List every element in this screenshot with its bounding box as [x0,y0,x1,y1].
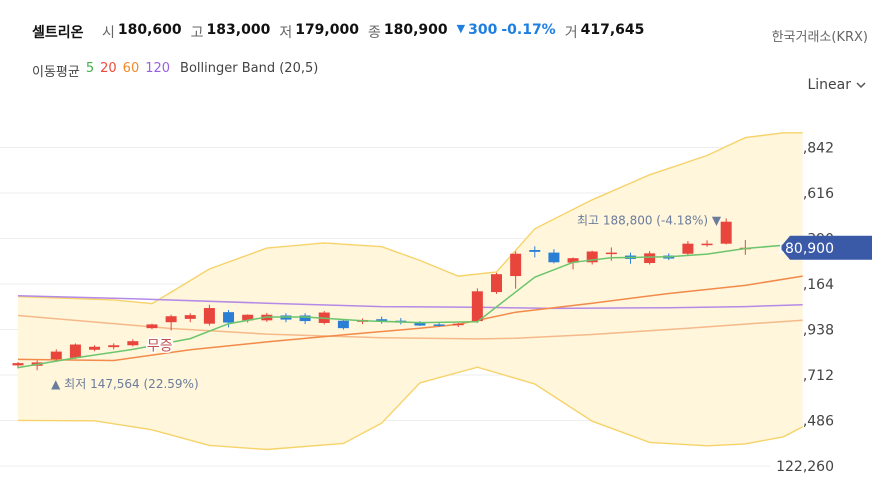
candle-body [108,345,120,348]
candle-body [127,341,139,346]
candle-body [471,291,483,322]
candle-body [337,320,349,329]
candle-body [223,312,235,323]
candle-body [376,319,388,322]
bollinger-band-fill [18,132,803,450]
candle-body [89,346,101,350]
low-value: 179,000 [295,22,359,38]
ma120-legend[interactable]: 120 [145,61,171,76]
y-tick-label: 122,260 [776,459,834,475]
candle-body [529,249,541,252]
open-label: 시 [102,25,115,41]
candle-body [433,324,445,326]
bollinger-legend[interactable]: Bollinger Band (20,5) [180,61,319,76]
high-annotation: 최고 188,800 (-4.18%) ▼ [577,213,722,227]
change-percent: -0.17% [501,22,556,38]
candle-body [586,251,598,263]
stock-header: 셀트리온 시 180,600 고 183,000 저 179,000 종 180… [0,22,872,45]
current-price-label: 180,900 [776,241,834,257]
candle-body [414,322,426,326]
ohlc-summary: 시 180,600 고 183,000 저 179,000 종 180,900 … [102,22,653,42]
ma5-line [17,244,803,369]
candle-body [452,323,464,326]
candle-body [50,351,62,360]
candle-body [605,252,617,255]
bollinger-lower-line [17,366,804,451]
low-label: 저 [279,25,293,41]
ma60-legend[interactable]: 60 [122,61,140,76]
change-value: 300 [468,22,498,38]
candle-body [184,315,196,319]
candle-body [165,316,177,323]
scale-label: Linear [807,77,851,93]
candle-body [242,314,254,321]
candle-body [12,363,24,366]
candle-body [548,252,560,263]
stock-name: 셀트리온 [32,25,84,41]
bollinger-upper-line [17,132,803,305]
indicator-legend: 이동평균 5 20 60 120 Bollinger Band (20,5) [32,61,318,80]
volume-label: 거 [564,25,578,41]
down-arrow-icon: ▼ [456,22,466,35]
close-label: 종 [367,25,381,41]
volume-value: 417,645 [580,22,645,38]
ma20-legend[interactable]: 20 [100,61,117,76]
ma5-legend[interactable]: 5 [85,61,95,76]
high-value: 183,000 [206,22,271,38]
candle-body [720,221,732,244]
scale-dropdown[interactable]: Linear [807,77,866,93]
current-price-tag [780,235,872,260]
candle-body [682,243,694,254]
candle-body [567,258,579,263]
ma60-line [17,314,803,340]
event-label: 무증 [147,338,173,354]
open-value: 180,600 [117,22,182,38]
low-annotation: ▲ 최저 147,564 (22.59%) [51,377,199,391]
candle-body [299,315,311,322]
candle-body [203,308,215,324]
close-value: 180,900 [383,22,448,38]
moving-average-label: 이동평균 [32,65,80,80]
candle-body [146,324,158,329]
chevron-down-icon [856,81,866,88]
candle-body [510,253,522,277]
candle-body [701,243,713,246]
candle-body [644,253,656,264]
exchange-label: 한국거래소(KRX) [771,30,868,45]
candle-body [69,344,81,358]
candle-body [491,274,502,293]
high-label: 고 [190,25,204,41]
